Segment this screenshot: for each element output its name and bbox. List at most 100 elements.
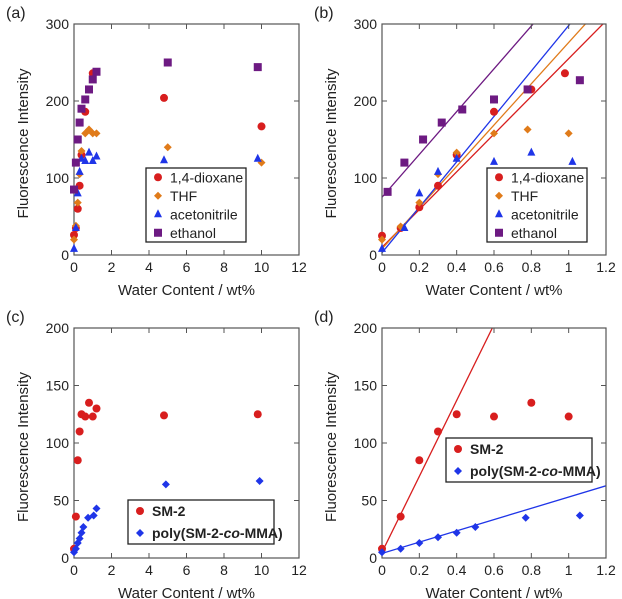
data-point bbox=[564, 129, 573, 138]
y-tick-label: 0 bbox=[61, 550, 69, 566]
legend-marker bbox=[495, 173, 503, 182]
data-point bbox=[434, 166, 442, 175]
x-tick-label: 0 bbox=[378, 259, 386, 275]
data-point bbox=[490, 107, 498, 116]
data-point bbox=[452, 528, 461, 537]
data-point bbox=[527, 147, 536, 156]
x-tick-label: 1.2 bbox=[596, 259, 616, 275]
legend-label: SM-2 bbox=[152, 503, 186, 519]
x-tick-label: 8 bbox=[220, 259, 228, 275]
y-tick-label: 0 bbox=[369, 247, 377, 263]
data-point bbox=[490, 95, 498, 104]
legend: SM-2 poly(SM-2-co-MMA) bbox=[445, 437, 601, 483]
fit-line bbox=[382, 328, 494, 553]
x-tick-label: 0.4 bbox=[447, 562, 467, 578]
data-point bbox=[452, 148, 461, 157]
data-point bbox=[434, 181, 442, 190]
y-tick-label: 200 bbox=[46, 320, 70, 336]
x-tick-label: 0 bbox=[378, 562, 386, 578]
x-tick-label: 1 bbox=[565, 562, 573, 578]
legend-marker bbox=[154, 173, 162, 182]
legend-label: 1,4-dioxane bbox=[170, 169, 243, 185]
data-point bbox=[81, 412, 90, 421]
data-point bbox=[396, 512, 405, 521]
panel-label: (c) bbox=[6, 309, 25, 326]
data-point bbox=[378, 235, 386, 244]
data-point bbox=[85, 398, 93, 407]
legend-label: poly(SM-2-co-MMA) bbox=[152, 525, 283, 541]
x-axis-label: Water Content / wt% bbox=[118, 585, 255, 599]
x-tick-label: 4 bbox=[145, 562, 153, 578]
data-point bbox=[70, 243, 78, 252]
x-tick-label: 2 bbox=[108, 562, 116, 578]
legend-label: THF bbox=[170, 188, 197, 204]
data-point bbox=[160, 93, 168, 102]
data-point bbox=[160, 155, 168, 164]
y-tick-label: 150 bbox=[46, 378, 70, 394]
data-point bbox=[92, 67, 101, 76]
data-point bbox=[521, 513, 530, 522]
legend-marker bbox=[154, 191, 162, 200]
x-tick-label: 0.2 bbox=[410, 562, 430, 578]
data-point bbox=[92, 151, 101, 160]
data-point bbox=[415, 456, 424, 465]
data-point bbox=[523, 125, 532, 134]
data-point bbox=[77, 104, 86, 113]
data-point bbox=[79, 522, 88, 531]
data-point bbox=[471, 522, 480, 531]
data-point bbox=[490, 412, 498, 421]
legend-label: acetonitrile bbox=[170, 206, 238, 222]
x-tick-label: 10 bbox=[254, 259, 270, 275]
data-point bbox=[81, 95, 90, 104]
data-point bbox=[383, 187, 392, 196]
data-point bbox=[75, 166, 84, 175]
x-tick-label: 12 bbox=[291, 562, 307, 578]
legend-label: SM-2 bbox=[470, 441, 504, 457]
chart-panel-a: 0 2 4 6 8 10 12 0 100 200 300 Water Content / wt% Fl… bbox=[6, 5, 307, 299]
legend-marker bbox=[495, 209, 503, 218]
y-tick-label: 100 bbox=[354, 170, 378, 186]
legend-marker bbox=[136, 529, 144, 537]
data-point bbox=[378, 243, 386, 252]
x-tick-label: 8 bbox=[220, 562, 228, 578]
legend: 1,4-dioxane THF acetonitrile ethanol bbox=[486, 167, 588, 243]
y-tick-label: 100 bbox=[354, 435, 378, 451]
data-point bbox=[71, 223, 80, 232]
data-point bbox=[85, 147, 93, 156]
data-point bbox=[419, 135, 428, 144]
legend-label: ethanol bbox=[511, 225, 557, 241]
legend-label: acetonitrile bbox=[511, 206, 579, 222]
data-point bbox=[77, 147, 86, 156]
panel-label: (a) bbox=[6, 5, 26, 22]
y-tick-label: 50 bbox=[361, 493, 377, 509]
chart-panel-d: 0 0.2 0.4 0.6 0.8 1 1.2 0 50 100 150 200 Water Conte… bbox=[314, 309, 616, 599]
data-point bbox=[163, 58, 172, 67]
data-point bbox=[490, 156, 498, 165]
y-tick-label: 0 bbox=[61, 247, 69, 263]
x-tick-label: 0.6 bbox=[484, 259, 504, 275]
x-tick-label: 0.6 bbox=[484, 562, 504, 578]
data-point bbox=[434, 533, 442, 542]
data-point bbox=[73, 198, 82, 207]
data-point bbox=[88, 156, 97, 165]
x-tick-label: 0.4 bbox=[447, 259, 467, 275]
y-tick-label: 150 bbox=[354, 378, 378, 394]
y-tick-label: 0 bbox=[369, 550, 377, 566]
data-point bbox=[92, 129, 101, 138]
legend-marker bbox=[495, 191, 503, 200]
x-tick-label: 6 bbox=[183, 259, 191, 275]
data-point bbox=[255, 476, 264, 485]
data-point bbox=[88, 75, 97, 84]
legend-label: THF bbox=[511, 188, 538, 204]
data-point bbox=[71, 512, 80, 521]
data-point bbox=[81, 156, 90, 165]
x-tick-label: 0.8 bbox=[522, 562, 542, 578]
x-tick-label: 4 bbox=[145, 259, 153, 275]
panel-label: (d) bbox=[314, 309, 334, 326]
chart-panel-c: 0 2 4 6 8 10 12 0 50 100 150 200 Water Content / wt%… bbox=[6, 309, 307, 599]
data-point bbox=[396, 544, 405, 553]
y-tick-label: 200 bbox=[46, 93, 70, 109]
y-axis-label: Fluorescence Intensity bbox=[15, 371, 32, 522]
x-tick-label: 6 bbox=[183, 562, 191, 578]
data-point bbox=[523, 85, 532, 94]
